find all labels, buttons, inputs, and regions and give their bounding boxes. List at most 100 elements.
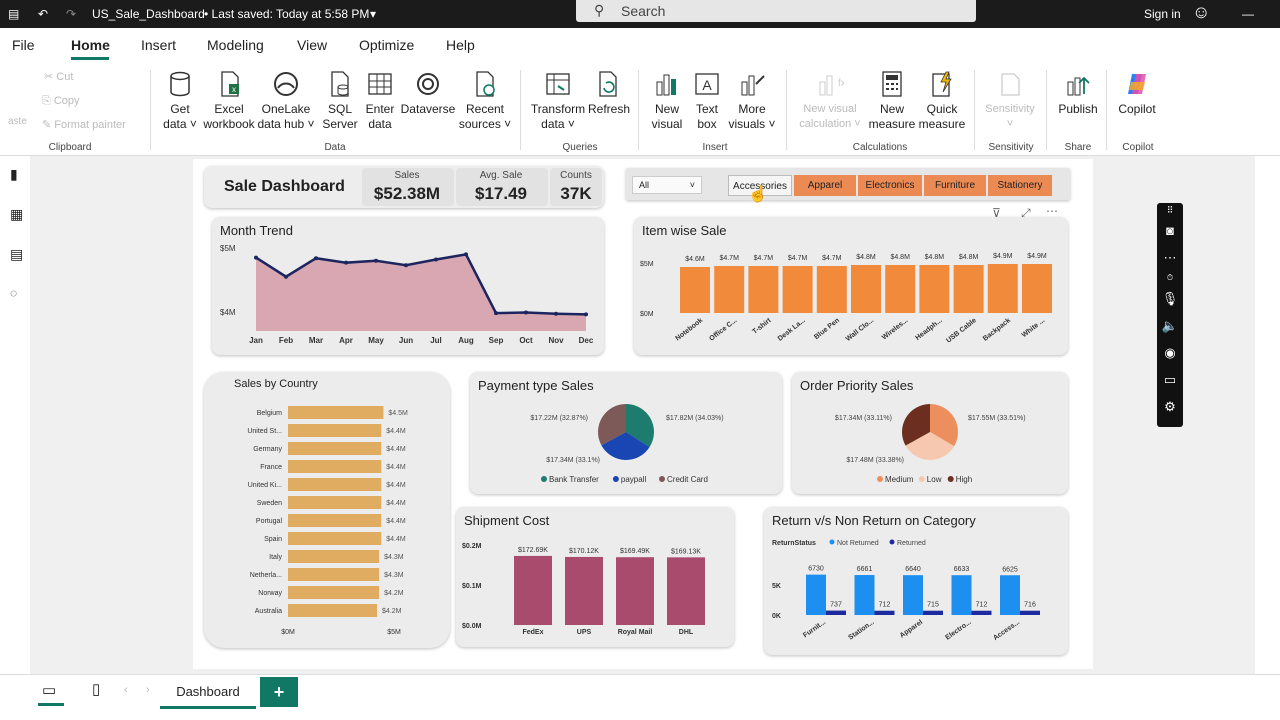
redo-icon[interactable]: ↷	[66, 7, 77, 21]
dataverse-button[interactable]: Dataverse	[400, 70, 456, 117]
mobile-layout-icon[interactable]: ▯	[92, 681, 101, 698]
more-icon[interactable]: ⋯	[1163, 250, 1177, 265]
copilot-button[interactable]: Copilot	[1112, 70, 1162, 117]
format-painter-button[interactable]: ✎ Format painter	[42, 119, 126, 131]
onelake-button[interactable]: OneLake data hub ˅	[256, 70, 316, 132]
x-tick-label: Jan	[249, 336, 263, 345]
slice-label: $17.34M (33.1%)	[546, 457, 600, 464]
y-tick-label: Portugal	[256, 518, 283, 525]
bar	[714, 266, 745, 313]
focus-mode-icon[interactable]: ⤢	[1021, 206, 1031, 220]
sign-in-link[interactable]: Sign in	[1144, 7, 1181, 21]
scroll-left-icon[interactable]: ‹	[124, 684, 128, 696]
x-tick-label: DHL	[679, 629, 694, 636]
chip-stationery[interactable]: Stationery	[988, 175, 1052, 196]
bar	[288, 550, 380, 563]
window-icon[interactable]: ▭	[1163, 372, 1177, 387]
y-tick-label: Italy	[269, 554, 282, 561]
x-tick-label: T-shirt	[751, 317, 773, 336]
chip-furniture[interactable]: Furniture	[924, 175, 986, 196]
chip-apparel[interactable]: Apparel	[794, 175, 856, 196]
undo-icon[interactable]: ↶	[38, 7, 49, 21]
group-label-share: Share	[1064, 142, 1092, 153]
data-label: $4.8M	[925, 254, 945, 261]
tab-file[interactable]: File	[12, 37, 35, 53]
excel-workbook-button[interactable]: x Excel workbook	[202, 70, 256, 132]
transform-data-button[interactable]: Transform data ˅	[530, 70, 586, 132]
sensitivity-button[interactable]: Sensitivity ˅	[980, 70, 1040, 132]
minimize-icon[interactable]: —	[1242, 7, 1254, 21]
tab-help[interactable]: Help	[446, 37, 475, 53]
data-label: $4.2M	[382, 608, 402, 615]
bar	[616, 557, 654, 625]
trend-point	[584, 312, 588, 317]
data-label: 712	[879, 602, 891, 609]
data-label: $4.3M	[384, 554, 404, 561]
tab-insert[interactable]: Insert	[141, 37, 177, 53]
speaker-icon[interactable]: 🔈	[1161, 318, 1179, 333]
page-tab-bar: ▭ ▯ ‹ › Dashboard +	[0, 674, 1280, 710]
settings-icon[interactable]: ⚙	[1164, 399, 1176, 414]
app-menu-icon[interactable]: ▤	[8, 7, 20, 21]
account-icon[interactable]: ☺	[1192, 2, 1211, 22]
text-box-button[interactable]: A Text box	[690, 70, 724, 132]
bar	[782, 266, 813, 313]
dax-view-icon[interactable]: ◌	[10, 286, 18, 300]
more-options-icon[interactable]: ⋯	[1046, 204, 1058, 218]
shipment-card: Shipment Cost $0.2M $0.1M $0.0M $172.69K Fed…	[456, 507, 734, 647]
trend-point	[464, 252, 468, 257]
webcam-icon[interactable]: ◉	[1164, 345, 1176, 360]
quick-measure-button[interactable]: Quick measure	[918, 70, 966, 132]
new-visual-calculation-button[interactable]: fx New visual calculation ˅	[796, 70, 864, 132]
x-tick-label: Feb	[279, 336, 293, 345]
data-label: $4.4M	[386, 446, 406, 453]
scroll-right-icon[interactable]: ›	[146, 684, 150, 696]
tab-optimize[interactable]: Optimize	[359, 37, 415, 53]
trend-point	[524, 310, 528, 315]
x-tick-label: Nov	[548, 336, 564, 345]
group-label-copilot: Copilot	[1122, 142, 1154, 153]
slice-label: $17.22M (32.87%)	[530, 415, 588, 422]
search-box[interactable]: ⚲ Search	[576, 0, 976, 22]
sql-server-button[interactable]: SQL Server	[320, 70, 360, 132]
title-dropdown-icon[interactable]: ▾	[370, 7, 377, 21]
desktop-layout-icon[interactable]: ▭	[42, 682, 57, 699]
tab-modeling[interactable]: Modeling	[207, 37, 264, 53]
new-measure-button[interactable]: New measure	[868, 70, 916, 132]
add-page-button[interactable]: +	[260, 677, 298, 707]
bar	[748, 266, 779, 313]
report-view-icon[interactable]: ▮	[10, 166, 18, 182]
chip-electronics[interactable]: Electronics	[858, 175, 922, 196]
copy-button[interactable]: ⎘ Copy	[42, 95, 80, 107]
data-label: $170.12K	[569, 548, 599, 555]
y-tick-label: Netherla...	[250, 572, 282, 579]
x-tick-label: Station...	[847, 619, 875, 642]
publish-button[interactable]: Publish	[1054, 70, 1102, 117]
category-dropdown[interactable]: All ˅	[632, 176, 702, 194]
more-visuals-button[interactable]: More visuals ˅	[728, 70, 776, 132]
kpi-card: Sale Dashboard Sales $52.38M Avg. Sale $…	[204, 166, 604, 208]
grip-icon[interactable]: ⠿	[1166, 205, 1174, 215]
data-label: $4.8M	[959, 254, 979, 261]
microphone-icon[interactable]: 🎙	[1161, 291, 1179, 306]
tab-dashboard[interactable]: Dashboard	[160, 675, 256, 709]
tab-home[interactable]: Home	[71, 37, 110, 53]
enter-data-button[interactable]: Enter data	[362, 70, 398, 132]
recent-sources-button[interactable]: Recent sources ˅	[458, 70, 512, 132]
new-visual-button[interactable]: New visual	[648, 70, 686, 132]
tab-view[interactable]: View	[297, 37, 328, 53]
more-visuals-icon	[741, 75, 765, 96]
item-sale-card: Item wise Sale $5M $0M $4.6M Notebook $4.7M O…	[634, 217, 1068, 355]
active-tab-indicator	[71, 57, 109, 60]
cut-button[interactable]: ✂ Cut	[44, 71, 74, 83]
bar	[288, 514, 382, 527]
svg-text:x: x	[232, 85, 236, 94]
file-name: US_Sale_Dashboard	[92, 7, 205, 21]
chip-accessories[interactable]: Accessories	[728, 175, 792, 196]
camera-icon[interactable]: ◙	[1166, 223, 1174, 238]
refresh-button[interactable]: Refresh	[588, 70, 630, 117]
model-view-icon[interactable]: ▤	[10, 246, 24, 262]
get-data-button[interactable]: Get data ˅	[158, 70, 202, 132]
filter-icon[interactable]: ⊽	[992, 206, 1001, 220]
table-view-icon[interactable]: ▦	[10, 206, 24, 222]
